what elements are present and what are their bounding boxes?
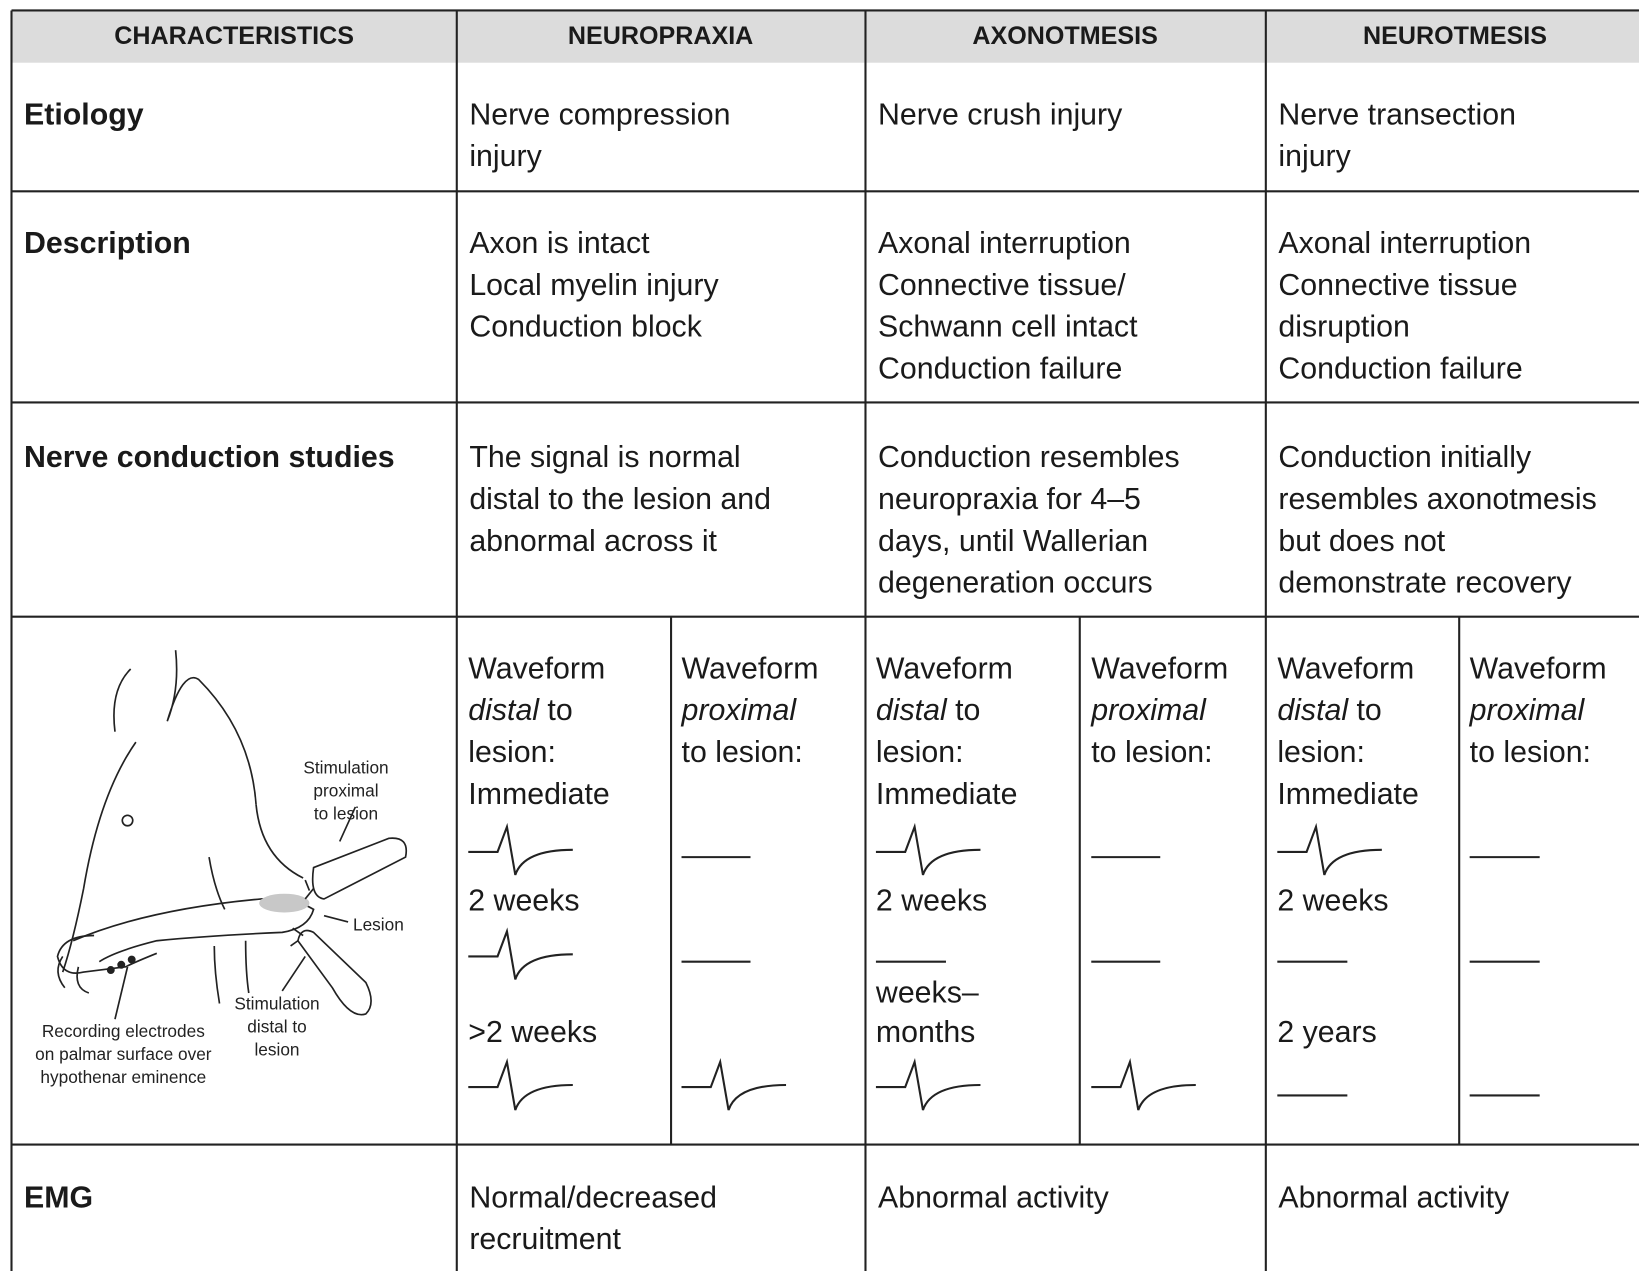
- cell-text: disruption: [1278, 310, 1410, 344]
- waveform-heading: to lesion:: [681, 735, 803, 770]
- waveform-glyphs: [467, 825, 1540, 1112]
- table-grid: [10, 9, 1639, 1271]
- waveform-heading: distal: [1277, 694, 1349, 728]
- cell-text: demonstrate recovery: [1278, 566, 1572, 600]
- waveform-heading: Waveform: [1091, 652, 1229, 686]
- waveform-heading: Waveform: [468, 652, 606, 686]
- column-header: CHARACTERISTICS: [114, 21, 355, 51]
- row-label: Description: [24, 226, 191, 261]
- illustration-label: on palmar surface over: [35, 1045, 212, 1065]
- cell-text: abnormal across it: [469, 524, 717, 559]
- waveform-heading: to lesion:: [1469, 735, 1591, 770]
- cell-text: Conduction failure: [878, 352, 1123, 386]
- cell-text: resembles axonotmesis: [1278, 482, 1597, 517]
- cell-text: Axonal interruption: [878, 226, 1131, 261]
- column-header: NEUROPRAXIA: [567, 21, 754, 51]
- waveform-heading: to: [1356, 694, 1382, 728]
- waveform-time: 2 years: [1277, 1016, 1377, 1050]
- waveform-heading: to lesion:: [1091, 735, 1213, 770]
- cell-text: recruitment: [469, 1222, 621, 1257]
- waveform-time: Immediate: [875, 777, 1018, 812]
- waveform-time: Immediate: [468, 777, 610, 812]
- waveform-time: Immediate: [1277, 777, 1419, 812]
- waveform-heading: lesion:: [875, 735, 964, 770]
- cell-text: The signal is normal: [469, 441, 741, 475]
- waveform-heading: Waveform: [681, 652, 819, 686]
- cell-text: Nerve compression: [469, 98, 731, 132]
- cell-text: Connective tissue/: [878, 268, 1126, 303]
- waveform-heading: proximal: [1091, 694, 1206, 728]
- arm-illustration: [56, 650, 408, 1020]
- cell-text: neuropraxia for 4–5: [878, 482, 1141, 517]
- cell-text: degeneration occurs: [878, 566, 1153, 600]
- waveform-heading: distal to: [1277, 690, 1381, 732]
- waveform-time: 2 weeks: [1277, 884, 1389, 918]
- waveform-time: months: [875, 1016, 976, 1050]
- waveform-heading: distal to: [468, 690, 572, 732]
- illustration-label: proximal: [313, 781, 379, 801]
- illustration-label: Stimulation: [234, 995, 320, 1014]
- cell-text: but does not: [1278, 524, 1446, 559]
- cell-text: Conduction block: [469, 310, 702, 344]
- cell-text: Conduction failure: [1278, 352, 1523, 386]
- cell-text: injury: [1278, 140, 1351, 174]
- cell-text: Local myelin injury: [469, 268, 719, 303]
- illustration-label: lesion: [254, 1041, 300, 1060]
- waveform-heading: proximal: [1469, 694, 1585, 728]
- cell-text: Conduction resembles: [878, 441, 1180, 475]
- cell-text: Normal/decreased: [469, 1181, 718, 1215]
- cell-text: Axonal interruption: [1278, 226, 1532, 261]
- waveform-heading: lesion:: [1277, 735, 1365, 770]
- column-header: NEUROTMESIS: [1363, 21, 1548, 51]
- waveform-heading: to: [955, 694, 981, 728]
- waveform-heading: distal: [875, 694, 947, 728]
- column-header: AXONOTMESIS: [972, 21, 1158, 51]
- cell-text: Conduction initially: [1278, 441, 1532, 475]
- cell-text: Nerve transection: [1278, 98, 1516, 132]
- waveform-time: >2 weeks: [468, 1016, 598, 1050]
- waveform-heading: lesion:: [468, 735, 556, 770]
- illustration-label: distal to: [247, 1018, 307, 1037]
- illustration-label: Lesion: [352, 915, 404, 935]
- cell-text: distal to the lesion and: [469, 482, 771, 517]
- waveform-time: weeks–: [875, 976, 979, 1010]
- row-label: EMG: [24, 1181, 94, 1215]
- waveform-time: 2 weeks: [468, 884, 580, 918]
- waveform-time: 2 weeks: [875, 884, 988, 918]
- waveform-heading: Waveform: [875, 652, 1013, 686]
- cell-text: Schwann cell intact: [878, 310, 1138, 344]
- cell-text: Connective tissue: [1278, 268, 1518, 303]
- cell-text: Nerve crush injury: [878, 98, 1123, 132]
- cell-text: injury: [469, 140, 542, 174]
- row-label: Etiology: [24, 98, 144, 132]
- cell-text: Abnormal activity: [1278, 1181, 1510, 1215]
- illustration-label: Stimulation: [303, 758, 389, 778]
- cell-text: Axon is intact: [469, 226, 650, 261]
- waveform-heading: Waveform: [1469, 652, 1607, 686]
- illustration-label: hypothenar eminence: [40, 1068, 207, 1088]
- row-label: Nerve conduction studies: [24, 441, 395, 475]
- illustration-label: to lesion: [313, 804, 379, 824]
- cell-text: days, until Wallerian: [878, 524, 1149, 559]
- waveform-heading: distal: [468, 694, 540, 728]
- waveform-heading: distal to: [876, 690, 980, 732]
- illustration-label: Recording electrodes: [41, 1022, 205, 1042]
- waveform-heading: to: [547, 694, 573, 728]
- waveform-heading: Waveform: [1277, 652, 1415, 686]
- waveform-heading: proximal: [681, 694, 797, 728]
- cell-text: Abnormal activity: [878, 1181, 1109, 1215]
